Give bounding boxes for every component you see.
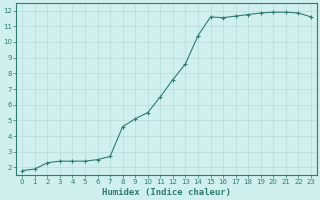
X-axis label: Humidex (Indice chaleur): Humidex (Indice chaleur) (102, 188, 231, 197)
